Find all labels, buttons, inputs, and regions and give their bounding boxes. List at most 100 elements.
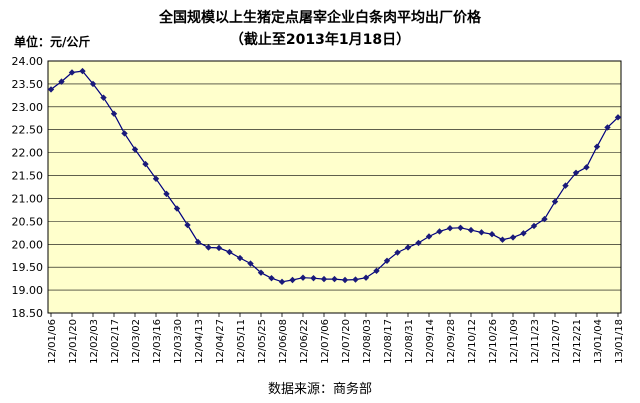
x-tick-label: 12/05/11	[236, 319, 247, 364]
x-tick-label: 12/04/13	[194, 319, 205, 364]
data-point	[47, 86, 55, 93]
data-point	[352, 276, 359, 283]
x-tick-label: 12/09/14	[425, 319, 436, 364]
y-tick-label: 20.00	[12, 238, 44, 251]
x-tick-label: 12/02/03	[89, 319, 100, 364]
data-point	[404, 244, 412, 251]
x-tick-label: 12/10/26	[488, 319, 499, 364]
data-point	[173, 205, 181, 212]
data-point	[383, 257, 391, 264]
data-point	[436, 228, 443, 235]
data-point	[583, 164, 590, 171]
data-point	[562, 182, 569, 189]
chart-title: 全国规模以上生猪定点屠宰企业白条肉平均出厂价格	[159, 10, 481, 26]
y-tick-label: 22.00	[12, 147, 44, 160]
data-point	[520, 230, 527, 237]
y-tick-label: 19.50	[12, 261, 44, 274]
data-point	[194, 238, 202, 246]
data-point	[89, 80, 97, 88]
data-point	[289, 276, 296, 284]
plot-area	[47, 60, 622, 314]
x-tick-label: 12/05/25	[257, 319, 268, 364]
data-point	[478, 229, 485, 236]
data-point	[205, 244, 212, 251]
source-note: 数据来源：商务部	[267, 382, 372, 397]
data-point	[541, 215, 548, 223]
y-tick-label: 19.00	[12, 284, 44, 297]
x-tick-label: 12/03/16	[152, 319, 163, 364]
data-point	[593, 143, 601, 150]
x-tick-label: 12/07/20	[341, 319, 352, 364]
x-tick-label: 12/06/22	[299, 319, 310, 364]
x-tick-label: 12/01/06	[47, 319, 58, 364]
data-point	[310, 274, 317, 282]
data-point	[142, 160, 149, 168]
y-tick-label: 24.00	[12, 55, 44, 68]
data-point	[373, 267, 380, 275]
x-tick-label: 12/10/12	[467, 319, 478, 364]
data-point	[226, 248, 233, 256]
data-point	[425, 233, 433, 240]
data-point	[551, 198, 559, 205]
x-tick-label: 13/01/04	[593, 319, 604, 364]
data-point	[509, 234, 517, 241]
data-point	[394, 249, 401, 256]
x-tick-label: 12/04/27	[215, 319, 226, 364]
data-point	[110, 110, 118, 117]
data-point	[299, 274, 307, 281]
data-point	[247, 260, 254, 267]
x-axis-ticks: 12/01/06 12/01/20 12/02/03 12/02/17 12/03/02…	[47, 313, 625, 364]
y-tick-label: 20.50	[12, 215, 44, 228]
y-tick-label: 22.50	[12, 124, 44, 137]
data-point	[604, 124, 611, 131]
data-point	[488, 230, 496, 238]
x-tick-label: 12/11/23	[530, 319, 541, 364]
data-point	[257, 269, 265, 276]
data-point	[572, 169, 580, 176]
data-point	[614, 114, 622, 121]
y-tick-label: 21.50	[12, 170, 44, 183]
y-tick-label: 23.00	[12, 101, 44, 114]
data-point	[362, 274, 370, 281]
data-point	[457, 224, 464, 231]
chart-subtitle: （截止至2013年1月18日）	[229, 32, 411, 48]
data-point	[415, 239, 422, 247]
data-point	[268, 274, 275, 282]
x-tick-label: 12/01/20	[68, 319, 79, 364]
gridlines	[48, 60, 621, 314]
data-point	[79, 67, 86, 75]
y-tick-label: 18.50	[12, 307, 44, 320]
x-tick-label: 12/03/02	[131, 319, 142, 364]
data-point	[331, 275, 338, 283]
x-tick-label: 12/08/17	[383, 319, 394, 364]
data-point	[184, 221, 191, 229]
x-tick-label: 12/12/21	[572, 319, 583, 364]
y-tick-label: 21.00	[12, 192, 44, 205]
series-markers	[47, 67, 622, 286]
data-point	[215, 244, 223, 252]
data-point	[446, 225, 454, 232]
x-tick-label: 12/03/30	[173, 319, 184, 364]
data-point	[58, 78, 65, 85]
x-tick-label: 13/01/18	[614, 319, 625, 364]
y-axis-ticks: 18.50 19.00 19.50 20.00 20.50 21.00 21.50 22.00…	[12, 55, 44, 320]
data-point	[341, 276, 349, 284]
x-tick-label: 12/02/17	[110, 319, 121, 364]
unit-label: 单位：元/公斤	[14, 35, 91, 49]
data-point	[152, 175, 160, 182]
x-tick-label: 12/12/07	[551, 319, 562, 364]
x-tick-label: 12/06/08	[278, 319, 289, 364]
x-tick-label: 12/08/31	[404, 319, 415, 364]
x-tick-label: 12/08/03	[362, 319, 373, 364]
data-point	[100, 94, 107, 101]
data-point	[278, 278, 286, 286]
data-point	[467, 226, 475, 234]
data-point	[236, 254, 244, 262]
data-point	[68, 69, 76, 76]
data-point	[499, 236, 506, 243]
x-tick-label: 12/07/06	[320, 319, 331, 364]
x-tick-label: 12/11/09	[509, 319, 520, 364]
x-tick-label: 12/09/28	[446, 319, 457, 364]
y-tick-label: 23.50	[12, 78, 44, 91]
